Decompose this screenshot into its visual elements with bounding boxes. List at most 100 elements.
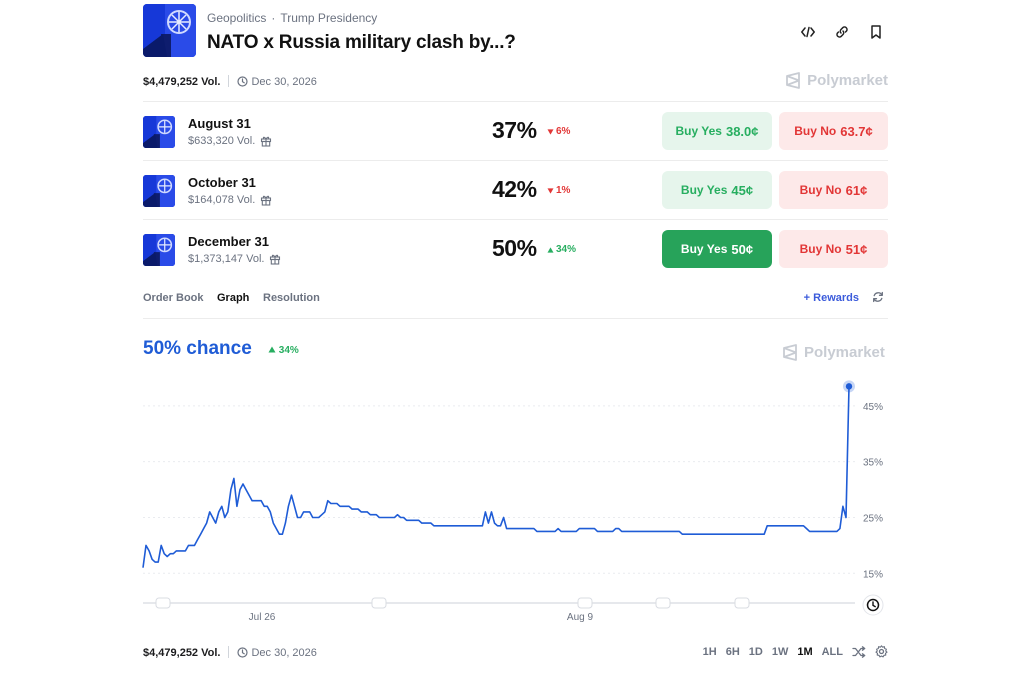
outcome-list: August 31 $633,320 Vol. 37% 6% Buy Yes 38.0¢ B… — [143, 101, 888, 278]
outcome-change: 6% — [547, 126, 570, 137]
refresh-icon[interactable] — [872, 291, 884, 306]
range-1w[interactable]: 1W — [771, 645, 789, 658]
chance-change-value: 34% — [278, 345, 299, 356]
history-button[interactable] — [862, 594, 884, 616]
outcome-name: October 31 — [188, 175, 256, 190]
gift-icon[interactable] — [269, 253, 281, 265]
triangle-up-icon — [547, 246, 554, 253]
gift-icon[interactable] — [260, 135, 272, 147]
y-tick-label: 35% — [863, 458, 883, 469]
buy-no-price: 51¢ — [845, 241, 868, 257]
brand-name: Polymarket — [804, 344, 885, 361]
settings-icon[interactable] — [875, 645, 888, 658]
link-icon[interactable] — [832, 22, 852, 42]
range-1d[interactable]: 1D — [748, 645, 763, 658]
breadcrumb-subcategory[interactable]: Trump Presidency — [280, 11, 378, 25]
buy-yes-price: 38.0¢ — [725, 123, 759, 139]
buy-yes-price: 45¢ — [731, 182, 754, 198]
buy-no-button[interactable]: Buy No 51¢ — [779, 230, 888, 268]
outcome-probability: 42% — [492, 176, 537, 202]
footer-end-date: Dec 30, 2026 — [237, 647, 317, 659]
polymarket-icon — [786, 72, 801, 89]
time-range-selector: 1H 6H 1D 1W 1M ALL — [703, 645, 888, 658]
chance-value: 50% chance — [143, 338, 252, 359]
buy-yes-button[interactable]: Buy Yes 50¢ — [662, 230, 772, 268]
buy-yes-label: Buy Yes — [680, 242, 728, 256]
scrubber-handle[interactable] — [155, 597, 171, 609]
buy-yes-button[interactable]: Buy Yes 38.0¢ — [662, 112, 772, 150]
footer-volume: $4,479,252 Vol. — [143, 647, 221, 659]
y-tick-label: 25% — [863, 513, 883, 524]
scrubber-handle[interactable] — [655, 597, 671, 609]
tab-resolution[interactable]: Resolution — [263, 292, 320, 304]
outcome-name: December 31 — [188, 234, 269, 249]
brand-name: Polymarket — [807, 72, 888, 89]
polymarket-logo: Polymarket — [785, 72, 888, 89]
range-1m[interactable]: 1M — [797, 645, 813, 658]
x-tick-label: Jul 26 — [249, 612, 276, 623]
buy-no-label: Buy No — [799, 183, 842, 197]
outcome-image — [143, 234, 175, 266]
outcome-change-value: 1% — [556, 185, 571, 196]
footer-end-date-text: Dec 30, 2026 — [251, 647, 317, 659]
buy-no-price: 61¢ — [845, 182, 868, 198]
buy-yes-button[interactable]: Buy Yes 45¢ — [662, 171, 772, 209]
outcome-volume-text: $164,078 Vol. — [188, 194, 256, 206]
total-volume: $4,479,252 Vol. — [143, 76, 221, 88]
outcome-row[interactable]: October 31 $164,078 Vol. 42% 1% Buy Yes 45¢ Bu… — [143, 160, 888, 219]
scrubber-handle[interactable] — [577, 597, 593, 609]
outcome-change-value: 6% — [556, 126, 571, 137]
buy-no-label: Buy No — [799, 242, 842, 256]
current-point-halo — [843, 380, 855, 393]
end-date-text: Dec 30, 2026 — [251, 76, 317, 88]
market-header: Geopolitics · Trump Presidency NATO x Russ… — [143, 4, 888, 60]
scrubber-handle[interactable] — [371, 597, 387, 609]
outcome-name: August 31 — [188, 116, 251, 131]
range-all[interactable]: ALL — [821, 645, 843, 658]
outcome-volume-text: $1,373,147 Vol. — [188, 253, 265, 265]
outcome-change: 34% — [547, 244, 576, 255]
range-1h[interactable]: 1H — [702, 645, 717, 658]
buy-yes-label: Buy Yes — [675, 124, 722, 138]
embed-icon[interactable] — [798, 22, 818, 42]
clock-icon — [237, 647, 249, 658]
outcome-volume: $633,320 Vol. — [188, 135, 272, 147]
page-title: NATO x Russia military clash by...? — [207, 32, 516, 53]
buy-no-label: Buy No — [794, 124, 837, 138]
clock-icon — [237, 76, 249, 87]
buy-yes-label: Buy Yes — [680, 183, 728, 197]
shuffle-icon[interactable] — [852, 645, 866, 658]
tab-order-book[interactable]: Order Book — [143, 292, 204, 304]
bookmark-icon[interactable] — [866, 22, 886, 42]
outcome-row[interactable]: August 31 $633,320 Vol. 37% 6% Buy Yes 38.0¢ B… — [143, 101, 888, 160]
triangle-up-icon — [268, 346, 276, 353]
chance-header: 50% chance 34% — [143, 338, 299, 362]
detail-tabs: Order Book Graph Resolution + Rewards — [143, 290, 888, 319]
buy-no-button[interactable]: Buy No 61¢ — [779, 171, 888, 209]
breadcrumb-category[interactable]: Geopolitics — [207, 11, 267, 25]
buy-no-button[interactable]: Buy No 63.7¢ — [779, 112, 888, 150]
outcome-row[interactable]: December 31 $1,373,147 Vol. 50% 34% Buy Yes 5… — [143, 219, 888, 278]
range-6h[interactable]: 6H — [725, 645, 740, 658]
y-tick-label: 45% — [863, 402, 883, 413]
outcome-volume: $164,078 Vol. — [188, 194, 272, 206]
price-series-line — [142, 386, 850, 568]
outcome-volume-text: $633,320 Vol. — [188, 135, 256, 147]
tab-graph[interactable]: Graph — [217, 292, 250, 304]
outcome-volume: $1,373,147 Vol. — [188, 253, 281, 265]
chart-footer: $4,479,252 Vol. Dec 30, 2026 1H 6H 1D 1W … — [143, 645, 888, 664]
polymarket-watermark: Polymarket — [782, 344, 885, 361]
chance-change: 34% — [268, 345, 299, 356]
y-tick-label: 15% — [863, 569, 883, 580]
scrubber-handle[interactable] — [734, 597, 750, 609]
current-point — [845, 383, 853, 390]
outcome-image — [143, 116, 175, 148]
divider — [228, 646, 230, 658]
breadcrumb-separator: · — [271, 11, 276, 25]
polymarket-icon — [783, 344, 797, 361]
outcome-change-value: 34% — [556, 244, 577, 255]
gift-icon[interactable] — [260, 194, 272, 206]
header-actions — [798, 22, 886, 42]
divider — [228, 75, 230, 87]
rewards-button[interactable]: + Rewards — [803, 292, 859, 304]
